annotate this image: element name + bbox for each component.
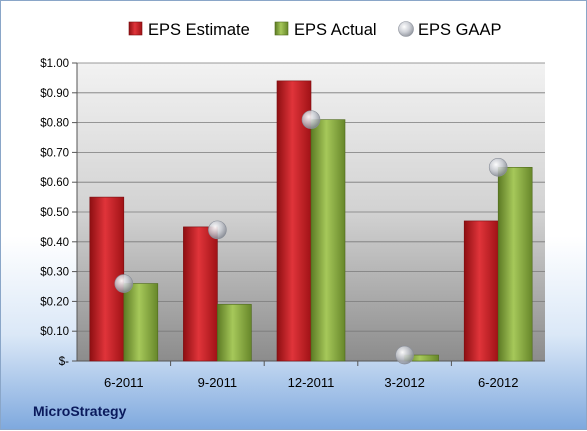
x-tick-label: 9-2011 <box>198 375 238 390</box>
y-tick-label: $0.20 <box>40 296 69 308</box>
x-tick-label: 3-2012 <box>384 375 424 390</box>
legend-label: EPS Estimate <box>148 21 250 39</box>
y-tick-label: $0.80 <box>40 118 69 130</box>
y-tick-label: $- <box>59 356 69 368</box>
y-tick-label: $0.70 <box>40 147 69 159</box>
y-tick-label: $0.50 <box>40 207 69 219</box>
y-tick-label: $1.00 <box>40 58 69 70</box>
legend-label: EPS GAAP <box>418 21 501 39</box>
bar-eps-estimate <box>183 226 218 362</box>
y-tick-label: $0.60 <box>40 177 69 189</box>
marker-eps-gaap <box>488 158 508 177</box>
bar-eps-actual <box>217 304 252 362</box>
marker-eps-gaap <box>208 220 227 240</box>
legend-label: EPS Actual <box>294 21 377 39</box>
bar-eps-estimate <box>276 80 312 362</box>
y-tick-label: $0.90 <box>40 88 69 100</box>
y-tick-label: $0.10 <box>40 326 69 338</box>
bar-eps-actual <box>123 283 159 362</box>
bar-eps-actual <box>310 119 346 362</box>
legend-swatch <box>128 21 143 36</box>
legend-swatch <box>398 21 414 37</box>
bar-eps-actual <box>497 167 533 362</box>
company-name: MicroStrategy <box>33 403 127 419</box>
legend-swatch <box>274 21 289 36</box>
bar-eps-estimate <box>463 220 499 362</box>
y-tick-label: $0.40 <box>40 237 69 249</box>
x-tick-label: 12-2011 <box>288 375 335 390</box>
x-tick-label: 6-2011 <box>104 375 144 390</box>
x-tick-label: 6-2012 <box>478 375 518 390</box>
marker-eps-gaap <box>114 274 134 293</box>
marker-eps-gaap <box>301 110 321 129</box>
marker-eps-gaap <box>395 345 414 365</box>
y-tick-label: $0.30 <box>40 267 69 279</box>
